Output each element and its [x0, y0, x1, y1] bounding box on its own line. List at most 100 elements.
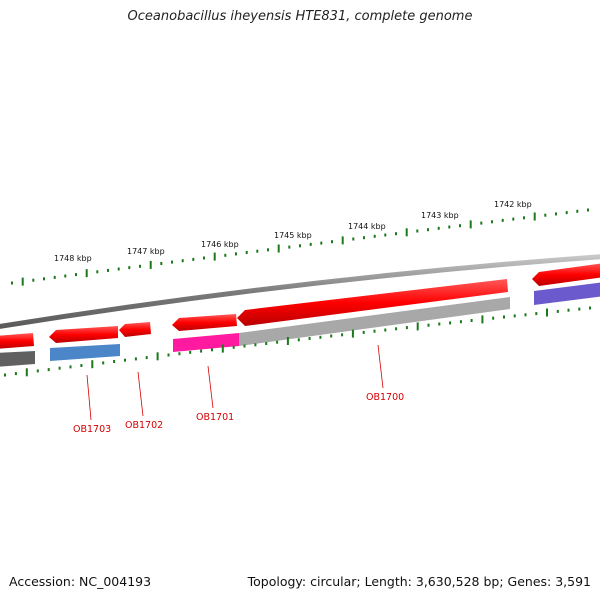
minor-tick [36, 369, 39, 373]
minor-tick [565, 211, 568, 215]
minor-tick [232, 345, 235, 349]
forward-strand-genes [0, 263, 600, 349]
genome-summary-text: Topology: circular; Length: 3,630,528 bp… [247, 574, 591, 589]
gene-band-gray[interactable] [239, 297, 510, 346]
gene-arrow[interactable] [532, 263, 600, 286]
minor-tick [427, 323, 430, 327]
leader-line [207, 365, 214, 409]
kbp-label: 1743 kbp [421, 211, 459, 220]
genome-title: Oceanobacillus iheyensis HTE831, complet… [127, 9, 473, 24]
minor-tick [373, 234, 376, 238]
minor-tick [167, 353, 170, 357]
minor-tick [203, 256, 205, 260]
gene-arrow[interactable] [0, 333, 34, 349]
major-tick [85, 269, 88, 278]
minor-tick [395, 327, 398, 331]
minor-tick [189, 350, 192, 354]
gene-arrow[interactable] [237, 279, 508, 326]
minor-tick [438, 322, 441, 326]
leader-line [137, 371, 144, 417]
minor-tick [11, 281, 13, 285]
minor-tick [113, 360, 116, 363]
minor-tick [43, 277, 45, 281]
gene-arrow[interactable] [172, 314, 237, 331]
minor-tick [265, 342, 268, 345]
minor-tick [224, 253, 227, 257]
kbp-label: 1746 kbp [201, 240, 239, 249]
minor-tick [128, 266, 131, 270]
minor-tick [276, 340, 279, 344]
kbp-label: 1747 kbp [127, 247, 165, 256]
minor-tick [139, 264, 141, 268]
major-tick [221, 344, 224, 353]
gene-labels: OB1703 OB1702 OB1701 OB1700 [73, 392, 404, 435]
minor-tick [245, 251, 248, 254]
gene-band-magenta[interactable] [173, 333, 239, 352]
major-tick [156, 352, 159, 361]
minor-tick [192, 257, 195, 261]
minor-tick [384, 328, 387, 332]
major-tick [286, 337, 289, 345]
major-tick [533, 212, 536, 221]
accession-text: Accession: NC_004193 [9, 574, 152, 589]
minor-tick [235, 252, 237, 256]
gene-band-blue[interactable] [50, 344, 120, 361]
minor-tick [480, 221, 483, 225]
major-tick [277, 244, 280, 253]
minor-tick [319, 335, 322, 339]
inner-track [0, 282, 600, 367]
minor-tick [14, 372, 17, 376]
minor-tick [320, 241, 323, 245]
minor-tick [243, 344, 246, 348]
minor-tick [308, 337, 311, 340]
minor-tick [267, 248, 269, 252]
minor-tick [75, 273, 77, 277]
minor-tick [437, 226, 440, 230]
gene-label-ob1702[interactable]: OB1702 [125, 420, 163, 431]
minor-tick [299, 244, 301, 248]
minor-tick [69, 365, 72, 369]
minor-tick [171, 260, 173, 264]
leader-line [86, 374, 92, 421]
minor-tick [200, 349, 203, 353]
minor-tick [160, 262, 163, 265]
genome-backbone [0, 254, 600, 329]
minor-tick [576, 209, 579, 213]
minor-tick [373, 329, 376, 333]
gene-label-ob1703[interactable]: OB1703 [73, 424, 111, 435]
minor-tick [288, 245, 291, 249]
gene-arrow[interactable] [119, 322, 151, 337]
minor-tick [211, 348, 213, 352]
minor-tick [567, 308, 570, 312]
minor-tick [134, 357, 137, 361]
minor-tick [512, 217, 515, 221]
minor-tick [256, 249, 259, 253]
minor-tick [64, 274, 67, 278]
kbp-label: 1745 kbp [274, 231, 312, 240]
gene-arrow[interactable] [49, 326, 118, 343]
gene-label-ob1700[interactable]: OB1700 [366, 392, 404, 403]
major-tick [25, 368, 28, 377]
minor-tick [427, 228, 429, 232]
minor-tick [309, 242, 312, 246]
major-tick [21, 277, 24, 286]
minor-tick [117, 267, 120, 271]
major-tick [149, 260, 152, 269]
major-tick [469, 220, 472, 229]
minor-tick [491, 220, 493, 224]
minor-tick [53, 275, 56, 279]
minor-tick [523, 216, 525, 220]
minor-tick [58, 366, 61, 370]
minor-tick [297, 338, 300, 342]
minor-tick [503, 315, 505, 319]
gene-band-dark[interactable] [0, 351, 35, 367]
minor-tick [459, 320, 462, 324]
major-tick [481, 315, 484, 324]
gene-band-purple[interactable] [534, 282, 600, 305]
gene-label-ob1701[interactable]: OB1701 [196, 412, 234, 423]
minor-tick [4, 373, 6, 377]
minor-tick [524, 313, 527, 317]
major-tick [405, 228, 408, 237]
minor-tick [341, 333, 344, 337]
